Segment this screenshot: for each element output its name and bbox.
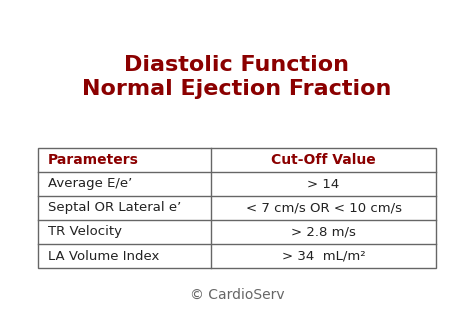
- Text: © CardioServ: © CardioServ: [190, 288, 284, 302]
- Text: > 2.8 m/s: > 2.8 m/s: [291, 226, 356, 239]
- Text: < 7 cm/s OR < 10 cm/s: < 7 cm/s OR < 10 cm/s: [246, 202, 401, 215]
- Text: > 34  mL/m²: > 34 mL/m²: [282, 250, 365, 263]
- Text: > 14: > 14: [308, 178, 340, 191]
- Text: LA Volume Index: LA Volume Index: [48, 250, 159, 263]
- Text: TR Velocity: TR Velocity: [48, 226, 122, 239]
- Text: Diastolic Function
Normal Ejection Fraction: Diastolic Function Normal Ejection Fract…: [82, 55, 392, 99]
- Text: Septal OR Lateral e’: Septal OR Lateral e’: [48, 202, 181, 215]
- Text: Average E/e’: Average E/e’: [48, 178, 132, 191]
- Text: Cut-Off Value: Cut-Off Value: [271, 153, 376, 167]
- Text: Parameters: Parameters: [48, 153, 139, 167]
- Bar: [38, 148, 436, 268]
